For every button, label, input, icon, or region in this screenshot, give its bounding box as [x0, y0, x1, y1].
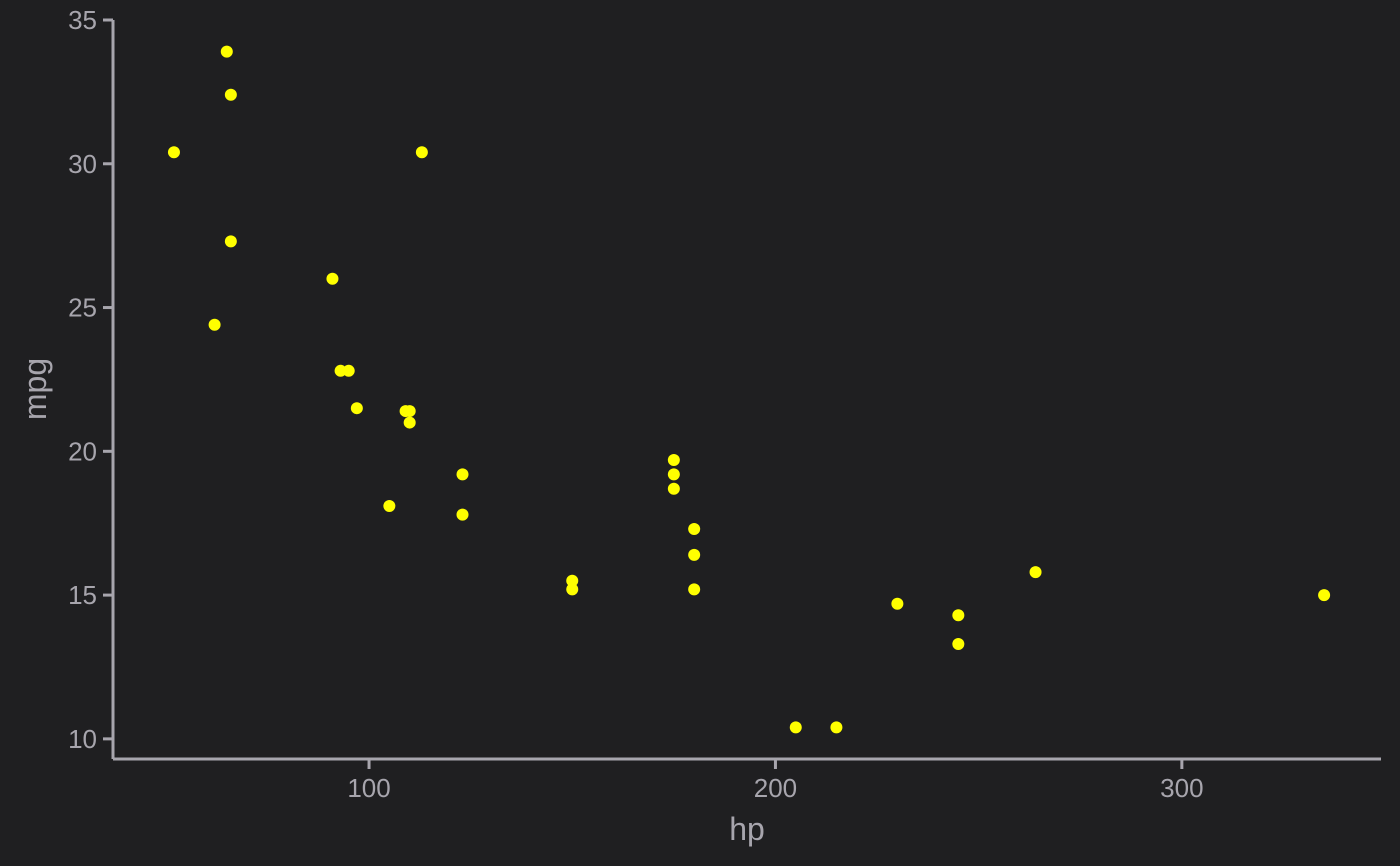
y-tick-label: 25 [68, 293, 97, 323]
data-point [220, 45, 233, 58]
x-tick-label: 300 [1160, 773, 1203, 803]
y-axis: 10 15 20 25 30 35 [68, 5, 115, 759]
data-point [456, 468, 469, 481]
data-point [667, 482, 680, 495]
data-points [167, 45, 1331, 734]
data-point [403, 416, 416, 429]
data-point [952, 637, 965, 650]
data-point [383, 499, 396, 512]
data-point [566, 574, 579, 587]
data-point [1029, 566, 1042, 579]
data-point [224, 88, 237, 101]
y-axis-title: mpg [17, 358, 53, 420]
y-tick-label: 35 [68, 5, 97, 35]
x-tick-label: 200 [754, 773, 797, 803]
x-tick-label: 100 [347, 773, 390, 803]
data-point [224, 235, 237, 248]
y-tick-label: 30 [68, 149, 97, 179]
x-axis-title: hp [729, 811, 765, 847]
data-point [342, 364, 355, 377]
data-point [350, 402, 363, 415]
y-tick-label: 10 [68, 724, 97, 754]
data-point [952, 609, 965, 622]
data-point [167, 146, 180, 159]
y-tick-label: 20 [68, 436, 97, 466]
y-tick-label: 15 [68, 580, 97, 610]
data-point [688, 522, 701, 535]
data-point [667, 453, 680, 466]
data-point [830, 721, 843, 734]
data-point [415, 146, 428, 159]
x-axis: 100 200 300 [113, 757, 1381, 803]
data-point [456, 508, 469, 521]
data-point [1318, 589, 1331, 602]
data-point [208, 318, 221, 331]
data-point [688, 583, 701, 596]
data-point [566, 583, 579, 596]
data-point [891, 597, 904, 610]
data-point [403, 405, 416, 418]
data-point [667, 468, 680, 481]
data-point [326, 272, 339, 285]
data-point [789, 721, 802, 734]
data-point [688, 548, 701, 561]
